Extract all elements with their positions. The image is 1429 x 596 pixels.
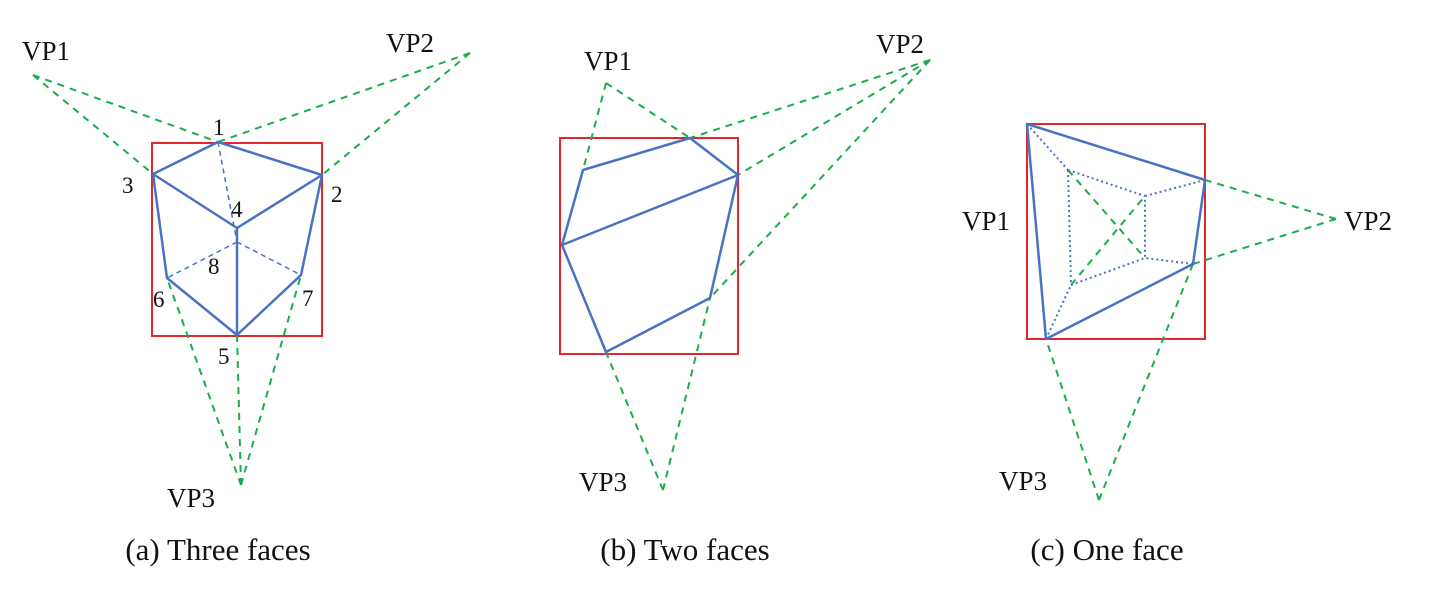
vanishing-lines [582, 59, 931, 491]
vp3-label: VP3 [167, 483, 215, 513]
outer-face-edges [1025, 122, 1207, 341]
panel-three-faces: 1 2 3 4 5 6 7 8 VP1 VP2 VP3 (a) Three fa… [22, 28, 471, 567]
vp1-label: VP1 [22, 36, 70, 66]
vertex-label-3: 3 [122, 173, 134, 198]
panel-caption: (c) One face [1030, 532, 1183, 567]
vp2-label: VP2 [876, 29, 924, 59]
cube-visible-edges [151, 140, 324, 337]
panel-two-faces: VP1 VP2 VP3 (b) Two faces [559, 29, 931, 567]
vertex-label-2: 2 [331, 182, 343, 207]
vp3-label: VP3 [579, 467, 627, 497]
vertex-label-6: 6 [153, 287, 165, 312]
vertex-label-5: 5 [218, 344, 230, 369]
vertex-label-1: 1 [213, 115, 225, 140]
vp3-label: VP3 [999, 466, 1047, 496]
vertex-label-4: 4 [231, 197, 243, 222]
vertex-label-7: 7 [302, 286, 314, 311]
panel-caption: (b) Two faces [600, 532, 769, 567]
vanishing-lines [1045, 169, 1337, 501]
bounding-box [1026, 123, 1206, 340]
box-edges [560, 136, 740, 354]
vp1-label: VP1 [584, 46, 632, 76]
vanishing-lines [32, 52, 471, 486]
vp2-label: VP2 [386, 28, 434, 58]
vertex-labels: 1 2 3 4 5 6 7 8 [122, 115, 343, 369]
inner-hidden-edges [1026, 123, 1206, 340]
vp1-label: VP1 [962, 206, 1010, 236]
vp2-label: VP2 [1344, 206, 1392, 236]
bounding-box [559, 137, 739, 355]
panel-caption: (a) Three faces [125, 532, 310, 567]
vertex-label-8: 8 [208, 254, 220, 279]
panel-one-face: VP1 VP2 VP3 (c) One face [962, 122, 1392, 567]
